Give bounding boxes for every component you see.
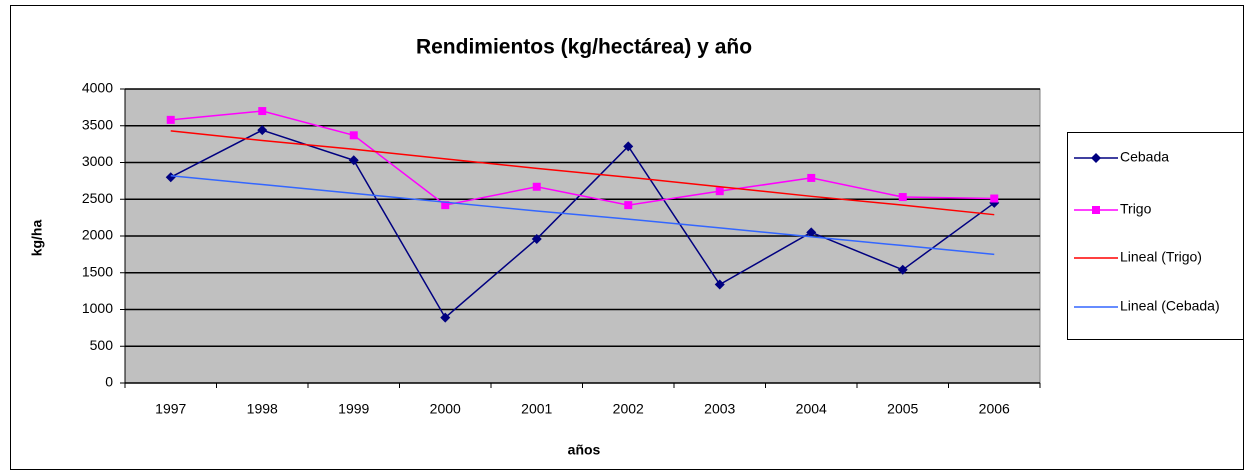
y-axis-label: kg/ha [29,220,45,257]
chart-title: Rendimientos (kg/hectárea) y año [416,36,752,59]
x-tick-label: 1999 [338,401,369,417]
point [440,312,451,323]
legend-label: Cebada [1120,149,1169,165]
point [257,125,268,136]
y-tick-label: 1000 [82,300,113,316]
x-tick-label: 2003 [704,401,735,417]
point [624,201,633,210]
legend-marker [1092,206,1100,214]
x-tick-label: 2006 [979,401,1010,417]
point [531,233,542,244]
point [807,173,816,182]
point [258,107,267,116]
point [532,182,541,191]
y-tick-label: 0 [105,374,113,390]
point [166,115,175,124]
point [898,193,907,202]
y-tick-label: 4000 [82,80,113,96]
point [348,155,359,166]
y-tick-label: 2500 [82,190,113,206]
x-tick-label: 2005 [887,401,918,417]
point [165,172,176,183]
point [715,187,724,196]
point [623,141,634,152]
x-tick-label: 2000 [430,401,461,417]
point [441,201,450,210]
point [897,264,908,275]
point [806,227,817,238]
x-tick-label: 1998 [247,401,278,417]
y-tick-label: 3000 [82,153,113,169]
point [349,131,358,140]
point [990,194,999,203]
legend [1067,132,1244,340]
point [714,279,725,290]
y-tick-label: 2000 [82,227,113,243]
y-tick-label: 500 [90,337,114,353]
x-tick-label: 2001 [521,401,552,417]
x-tick-label: 2004 [796,401,827,417]
series-line [170,130,995,216]
x-tick-label: 1997 [155,401,186,417]
series-line [170,110,995,206]
x-axis-label: años [568,442,601,458]
y-tick-label: 3500 [82,116,113,132]
legend-label: Lineal (Trigo) [1120,249,1202,265]
legend-marker [1091,153,1101,163]
x-tick-label: 2002 [613,401,644,417]
legend-label: Lineal (Cebada) [1120,298,1220,314]
y-tick-label: 1500 [82,263,113,279]
series-line [170,174,995,256]
legend-label: Trigo [1120,201,1152,217]
